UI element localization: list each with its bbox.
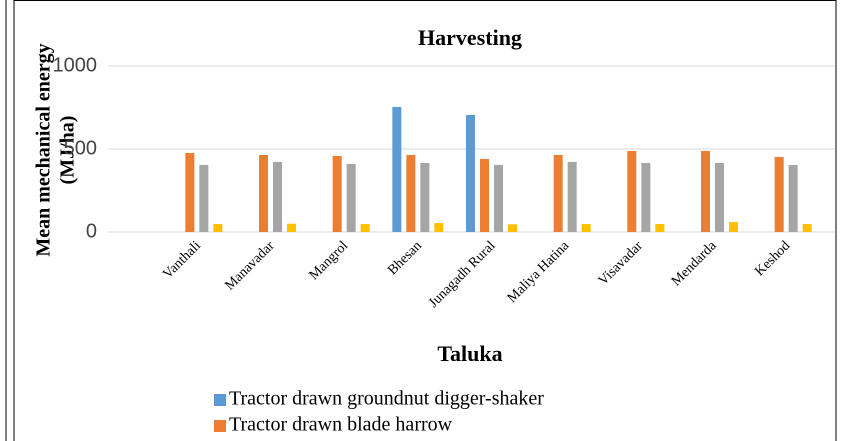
y-tick-label: 1000 [53,54,98,76]
x-tick-label: Junagadh Rural [426,238,499,311]
bar [553,154,563,232]
x-tick-label: Maliya Hatina [505,238,573,306]
x-tick-label: Keshod [752,238,793,279]
bar [406,154,416,232]
x-tick-label: Mangrol [307,238,352,283]
legend-swatch [214,420,226,432]
bar [332,155,342,232]
y-axis-title-line: (MJ/ha) [57,116,79,185]
bar [715,162,724,232]
bar [567,161,577,232]
frame [13,0,837,441]
x-tick-label: Manavadar [222,238,277,293]
x-axis-title: Taluka [437,341,502,366]
y-tick-label: 0 [86,220,97,242]
bar [774,156,784,232]
bar [627,150,637,232]
bar [434,223,444,232]
legend-swatch [214,394,226,406]
bar [259,154,268,232]
y-axis-title-line: Mean mechanical energy [33,43,55,256]
bar [802,224,812,232]
bar [185,152,195,232]
bar [655,224,665,232]
y-tick-label: 500 [64,137,97,159]
x-tick-label: Mendarda [669,238,720,289]
bar [466,114,475,232]
bar [494,164,503,232]
bar [199,164,209,232]
bar [287,223,296,232]
x-tick-label: Vanthali [160,238,204,282]
x-tick-label: Bhesan [385,238,425,278]
bar [480,158,489,232]
bar [273,161,282,232]
bar [346,163,356,232]
bar [360,224,370,232]
chart-title: Harvesting [418,25,522,50]
bar [641,162,651,232]
bar [701,150,710,232]
y-axis-title: Mean mechanical energy (MJ/ha) [33,43,79,256]
legend-label: Tractor drawn groundnut digger-shaker [229,388,544,410]
bar [420,162,430,232]
bar [392,107,402,232]
x-tick-label: Visavadar [596,238,646,288]
legend-label: Tractor drawn blade harrow [229,414,453,436]
bar [729,222,738,232]
bar [213,224,223,232]
bar [788,164,798,232]
bar [581,224,591,232]
bar [508,224,517,232]
